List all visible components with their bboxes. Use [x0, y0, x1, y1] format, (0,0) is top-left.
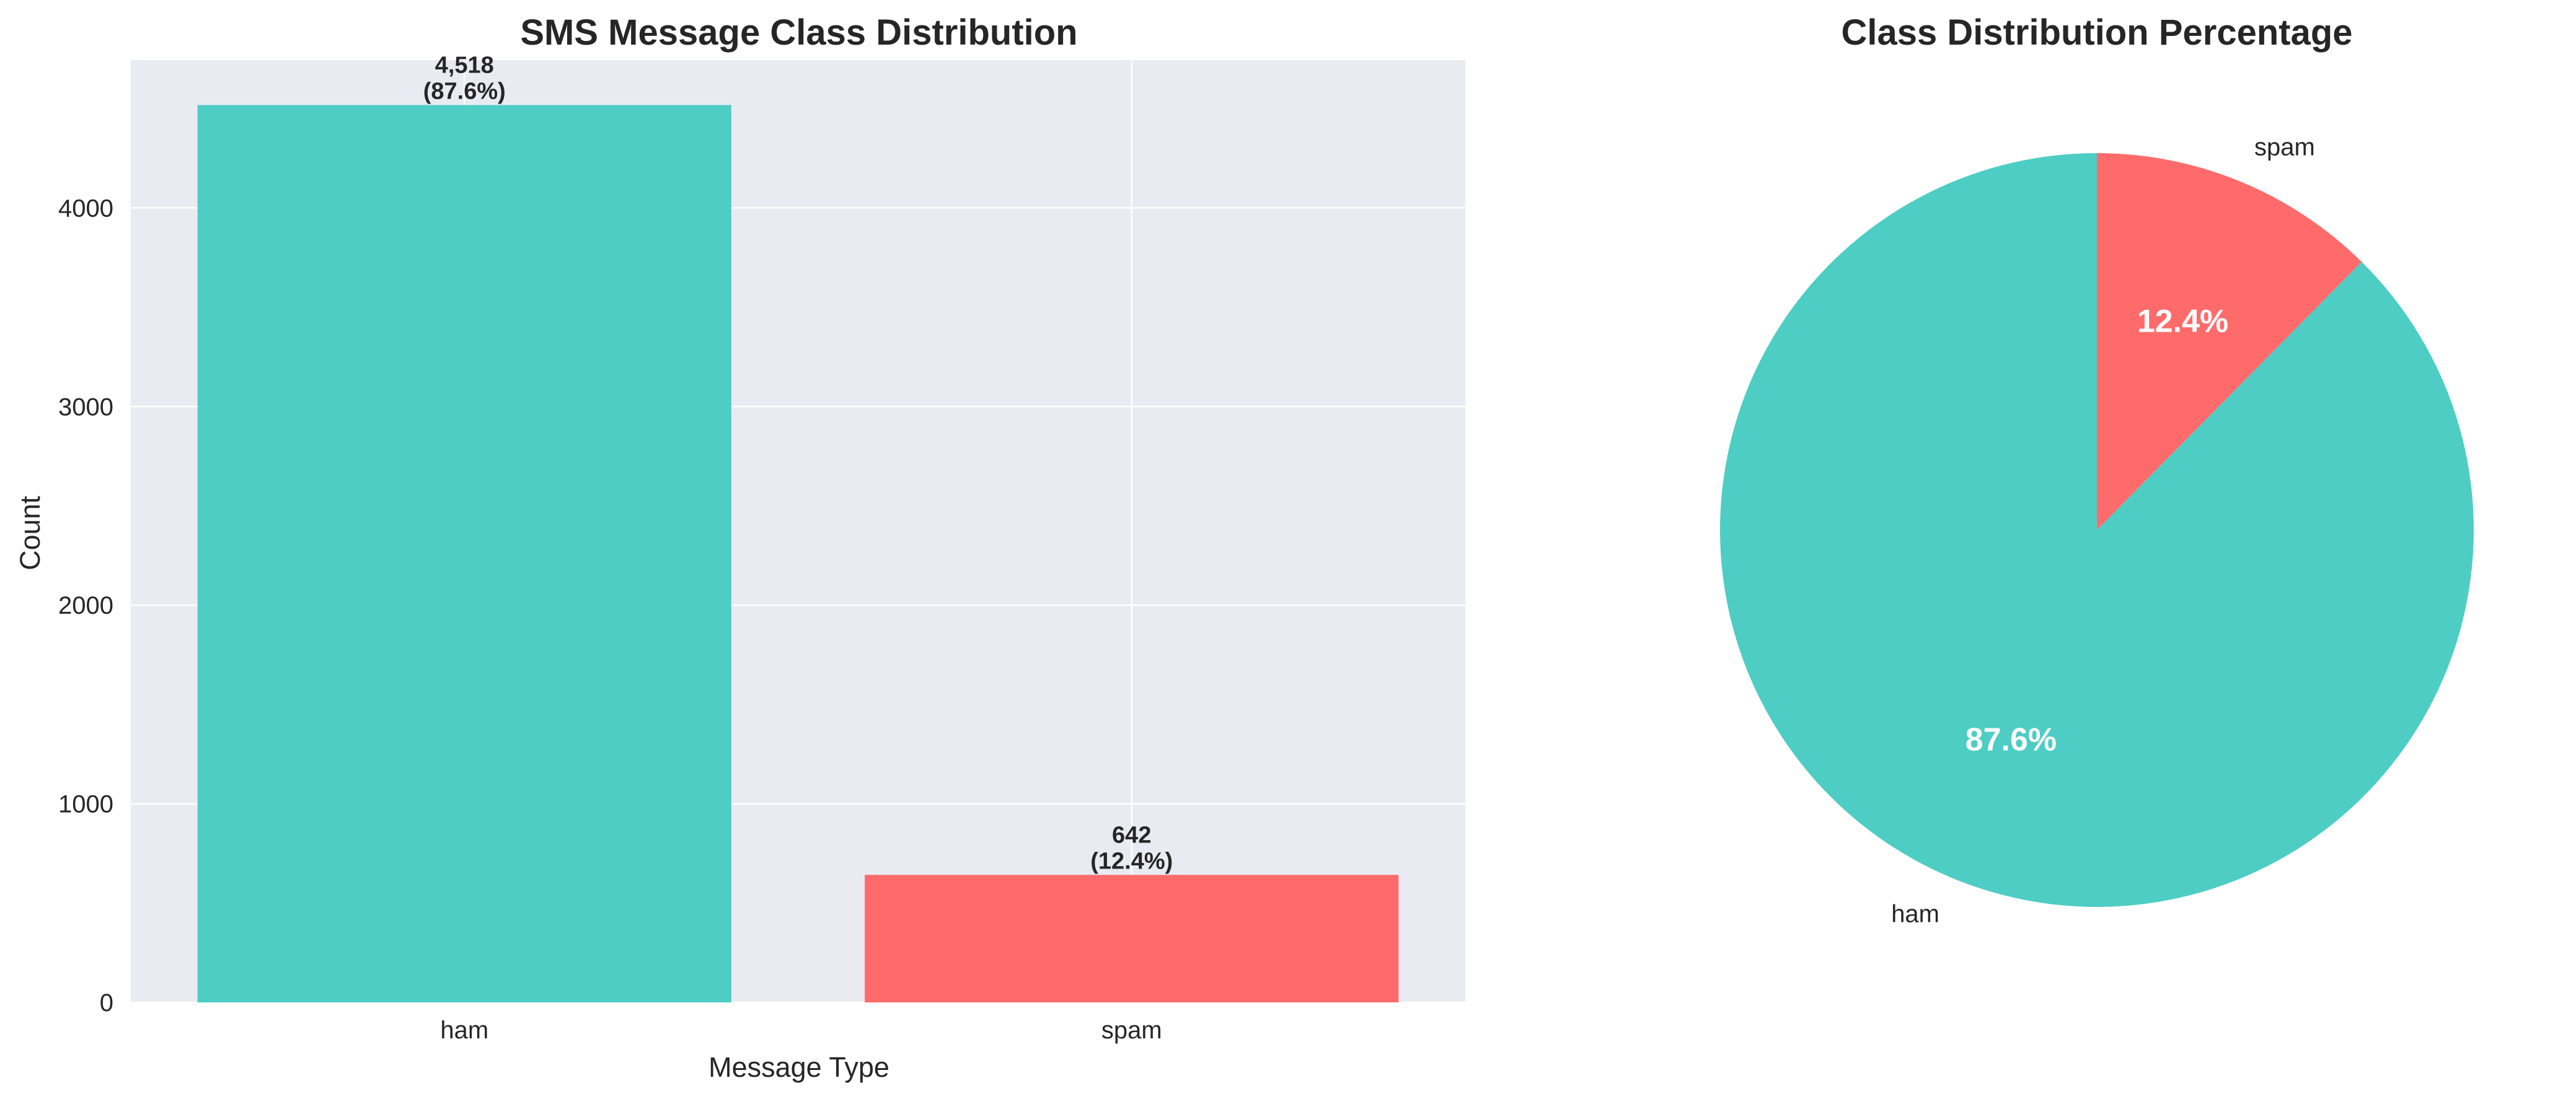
pie-slices [1720, 153, 2474, 907]
bar-percent-label-spam: (12.4%) [1090, 848, 1173, 874]
y-tick-label: 2000 [58, 592, 113, 619]
pie-chart-panel: Class Distribution Percentage ham 87.6% sp… [1720, 12, 2474, 928]
y-axis-ticks: 0 1000 2000 3000 4000 [58, 195, 113, 1017]
pie-label-spam: spam [2254, 133, 2315, 161]
bar-data-labels: 4,518(87.6%) 642(12.4%) [423, 52, 1173, 874]
x-axis-ticks: ham spam [440, 1017, 1162, 1044]
pie-percent-label-ham: 87.6% [1965, 722, 2057, 758]
pie-percent-label-spam: 12.4% [2137, 304, 2228, 340]
y-tick-label: 3000 [58, 394, 113, 421]
bar-chart-panel: SMS Message Class Distribution 0 1000 2000… [14, 12, 1465, 1083]
y-axis-label: Count [14, 495, 46, 570]
bar-value-label-ham: 4,518 [435, 52, 494, 78]
y-tick-label: 4000 [58, 195, 113, 222]
bar-ham [197, 105, 731, 1002]
bar-value-label-spam: 642 [1112, 822, 1151, 848]
y-tick-label: 0 [100, 989, 113, 1017]
pie-slice-spam [2097, 153, 2362, 530]
x-tick-label-spam: spam [1101, 1017, 1162, 1044]
pie-label-ham: ham [1891, 901, 1939, 928]
pie-chart-title: Class Distribution Percentage [1841, 12, 2352, 53]
bar-percent-label-ham: (87.6%) [423, 78, 506, 104]
bar-series [197, 105, 1399, 1002]
x-axis-label: Message Type [708, 1051, 889, 1083]
bar-chart-title: SMS Message Class Distribution [520, 12, 1077, 53]
x-tick-label-ham: ham [440, 1017, 488, 1044]
bar-spam [865, 875, 1399, 1002]
y-tick-label: 1000 [58, 791, 113, 818]
pie-labels: ham 87.6% spam 12.4% [1891, 133, 2315, 927]
